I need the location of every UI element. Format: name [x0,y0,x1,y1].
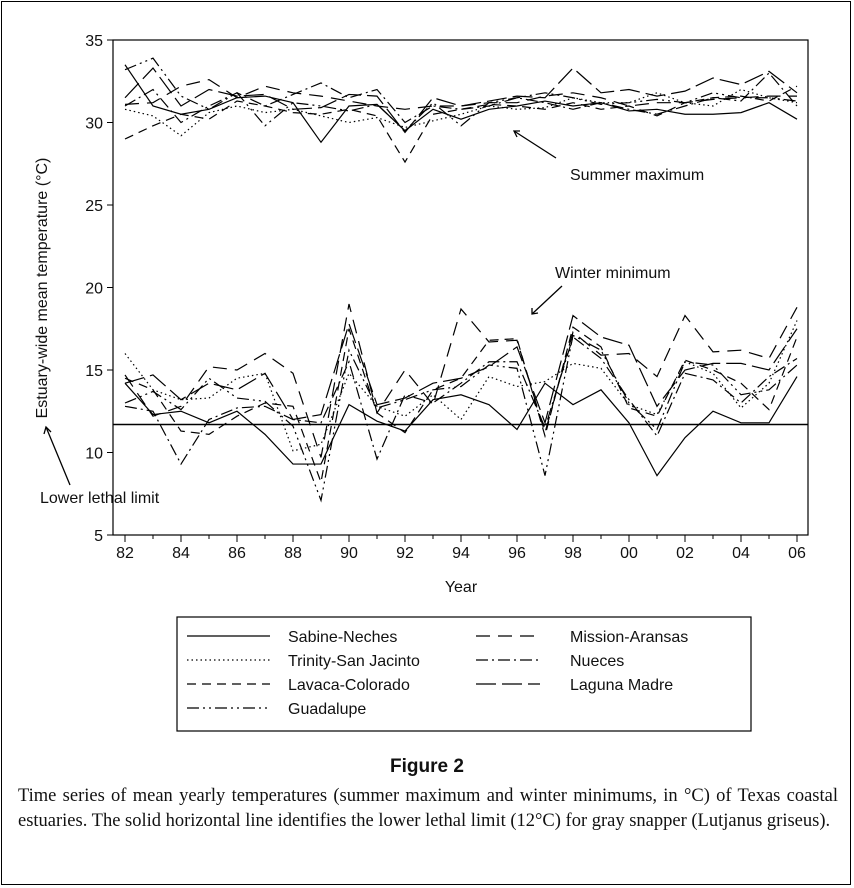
chart: Estuary-wide mean temperature (°C) Year … [34,33,809,732]
series-line [124,57,798,132]
x-tick-label: 02 [676,545,694,562]
legend-label: Mission-Aransas [570,629,688,646]
annotation: Summer maximum [570,167,704,184]
y-tick-label: 5 [94,528,103,545]
legend-box [176,616,752,732]
series-line [124,326,798,485]
series-line [124,72,798,124]
x-tick-label: 86 [228,545,246,562]
x-tick-label: 92 [396,545,414,562]
series-line [124,314,798,425]
x-tick-label: 82 [116,545,134,562]
y-axis-label: Estuary-wide mean temperature (°C) [34,158,51,419]
legend-label: Sabine-Neches [288,629,397,646]
y-tick-label: 35 [85,33,103,50]
x-tick-label: 88 [284,545,302,562]
x-tick-label: 04 [732,545,750,562]
series-line [124,334,798,503]
arrows [43,130,563,486]
legend-label: Trinity-San Jacinto [288,653,420,670]
series-line [124,67,798,134]
y-tick-label: 20 [85,281,103,298]
legend-label: Guadalupe [288,701,366,718]
x-tick-label: 94 [452,545,470,562]
annotation: Lower lethal limit [40,490,160,507]
series-line [124,64,798,144]
series-line [124,88,798,137]
series-line [124,303,798,458]
legend-label: Lavaca-Colorado [288,677,410,694]
series-line [124,335,798,466]
figure-label: Figure 2 [390,756,464,777]
x-tick-label: 06 [788,545,806,562]
x-axis-label: Year [445,579,478,596]
series-line [124,320,798,452]
x-tick-label: 84 [172,545,190,562]
y-tick-label: 25 [85,198,103,215]
x-tick-label: 96 [508,545,526,562]
caption: Time series of mean yearly temperatures … [18,786,838,831]
x-tick-label: 00 [620,545,638,562]
legend-label: Laguna Madre [570,677,673,694]
y-tick-label: 10 [85,446,103,463]
series-line [124,376,798,477]
annotation: Winter minimum [555,265,671,282]
y-tick-label: 15 [85,363,103,380]
x-tick-label: 98 [564,545,582,562]
legend-label: Nueces [570,653,624,670]
series-line [124,78,797,110]
x-tick-label: 90 [340,545,358,562]
y-tick-label: 30 [85,116,103,133]
